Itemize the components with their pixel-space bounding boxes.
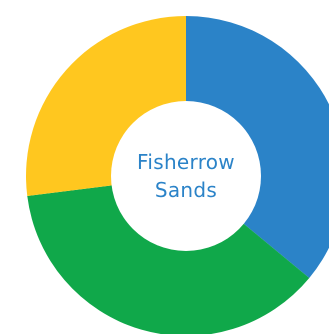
- donut-slice-1: [186, 16, 329, 278]
- donut-slice-2: [27, 176, 310, 334]
- donut-hole: [111, 101, 261, 251]
- center-label-line-2: Sands: [155, 178, 217, 202]
- center-label-line-1: Fisherrow: [137, 150, 235, 174]
